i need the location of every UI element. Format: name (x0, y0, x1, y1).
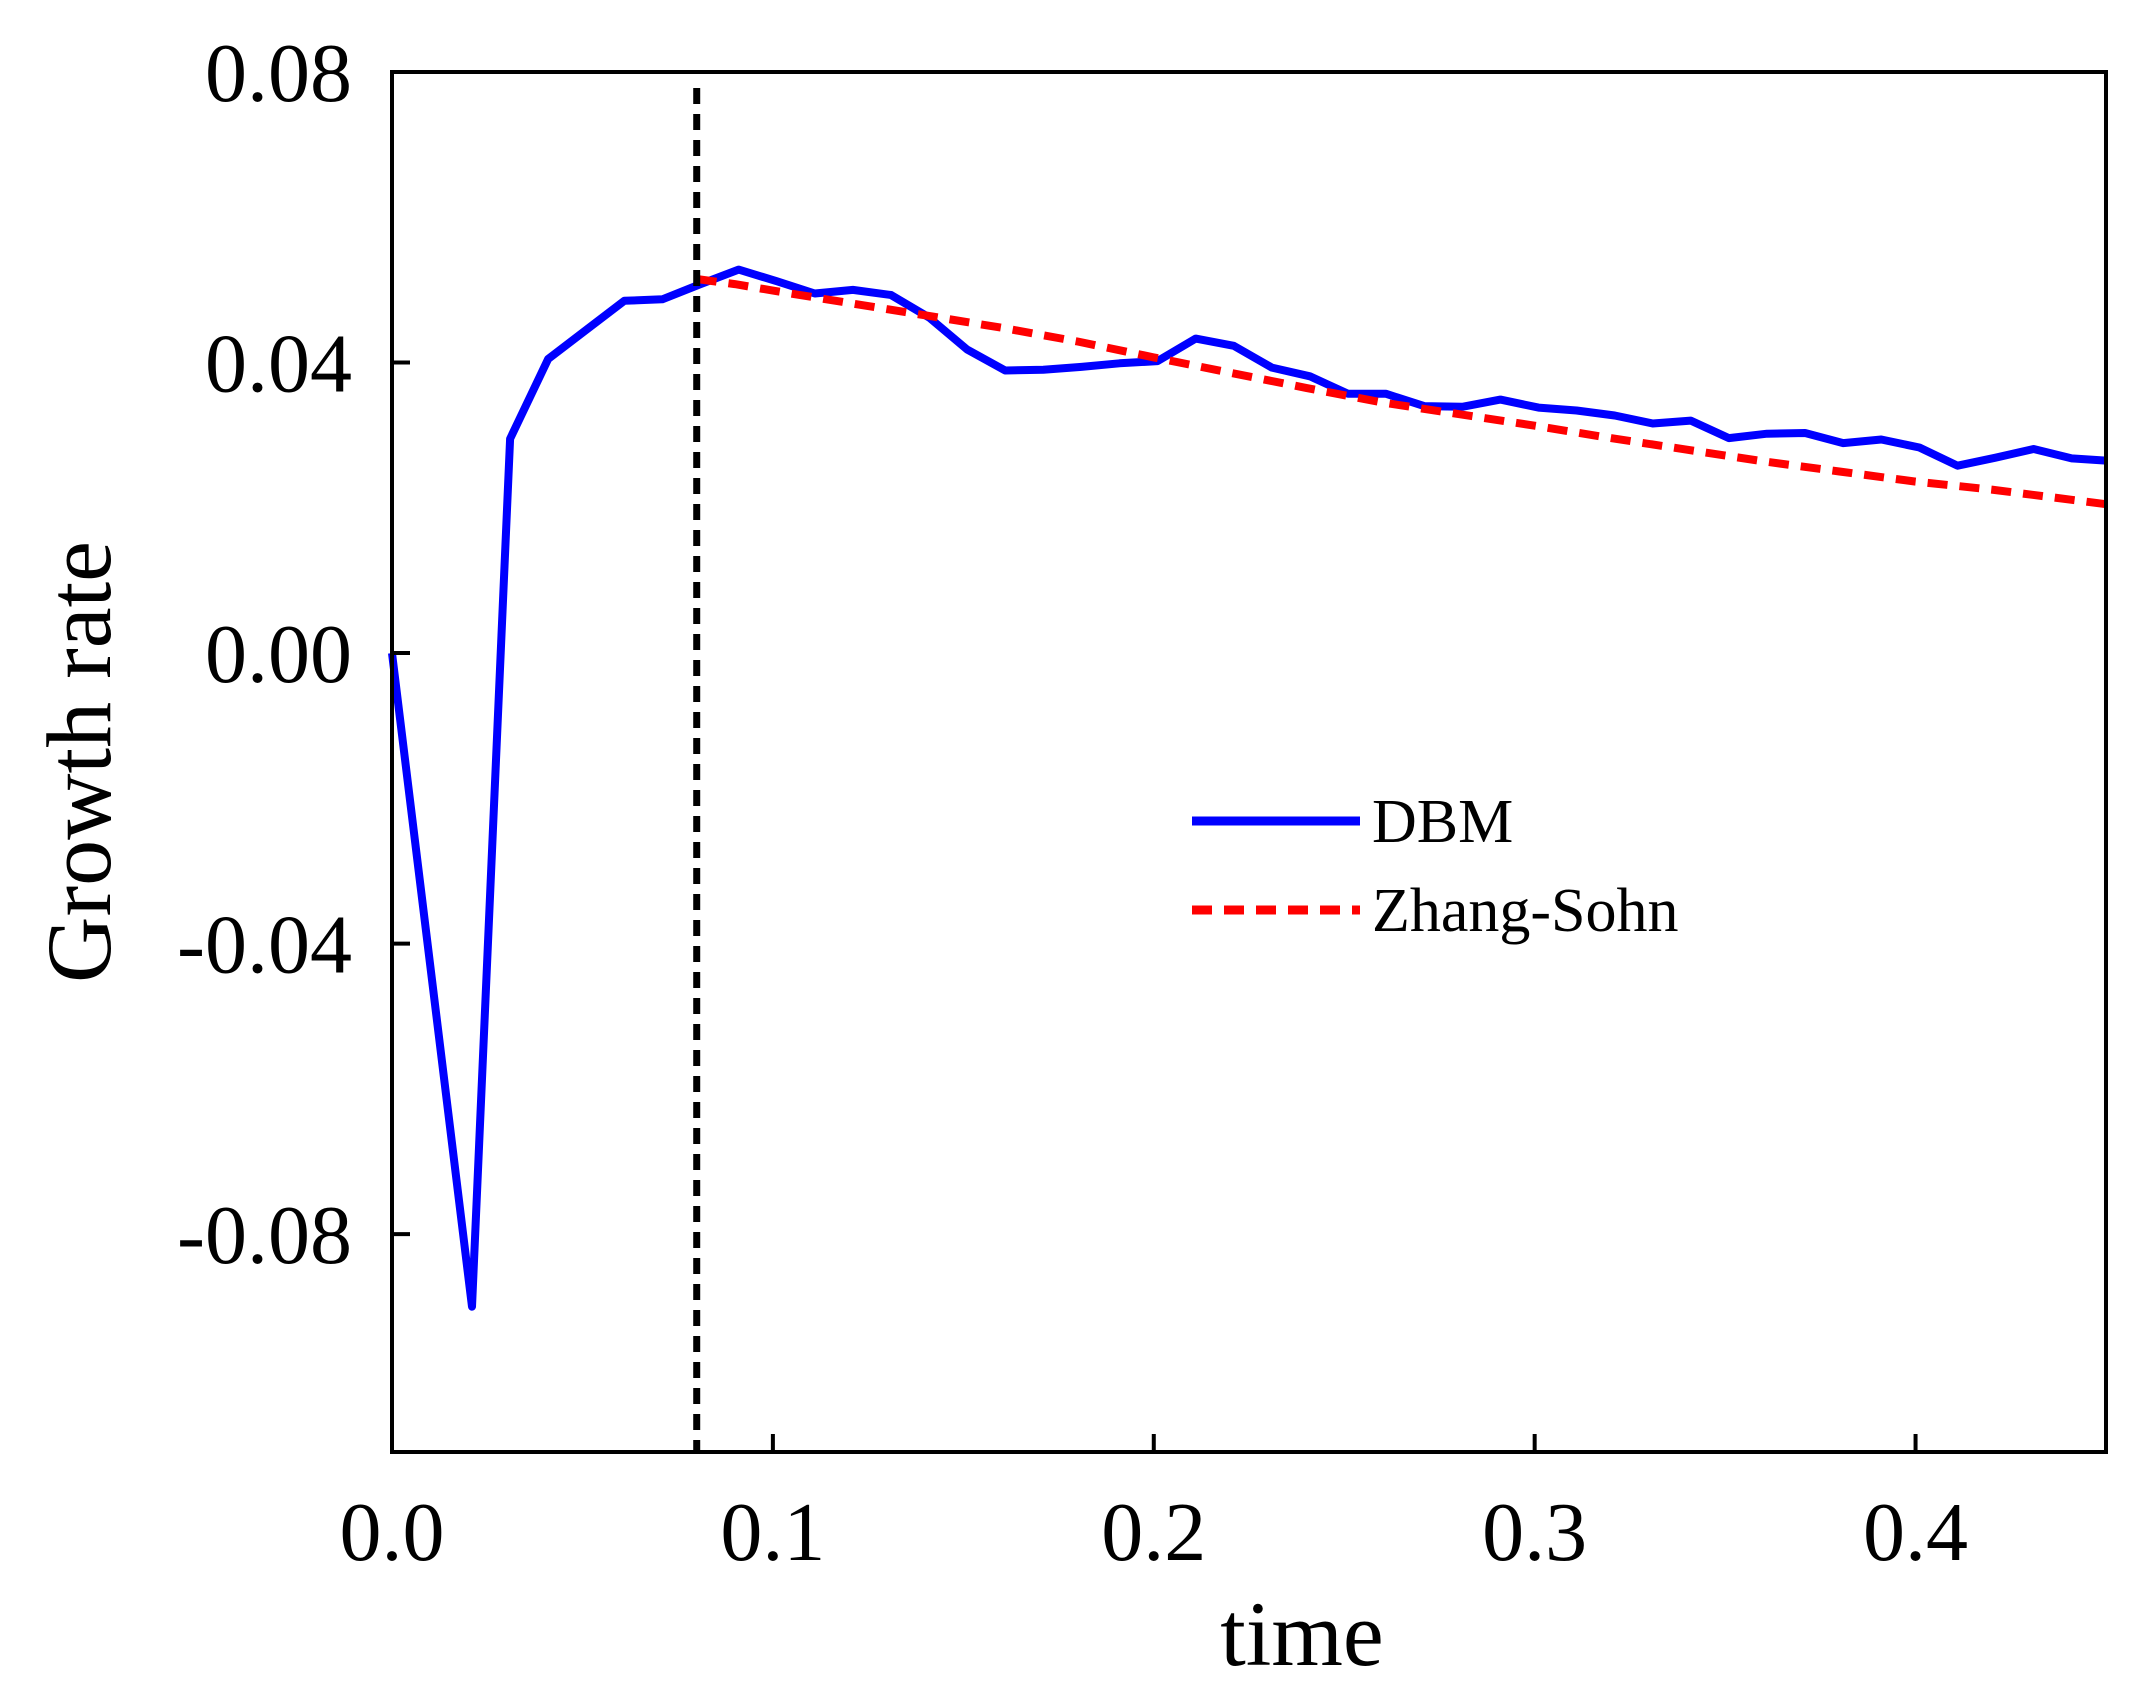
y-tick-label: -0.04 (177, 899, 352, 992)
y-axis-title: Growth rate (28, 541, 130, 983)
legend-label-dbm: DBM (1372, 788, 1513, 856)
x-tick-label: 0.1 (720, 1486, 825, 1579)
plot-frame (390, 70, 2108, 1454)
x-axis-title: time (1220, 1583, 1384, 1685)
ticks-layer: 0.0 0.1 0.2 0.3 0.4 0.08 0.04 0.00 -0.04 -0.08 (177, 27, 1968, 1579)
y-tick-label: 0.08 (205, 27, 352, 120)
x-tick-label: 0.2 (1101, 1486, 1206, 1579)
y-tick-label: -0.08 (177, 1189, 352, 1282)
y-tick-label: 0.04 (205, 318, 352, 411)
series-layer (388, 265, 2107, 1311)
x-tick-label: 0.4 (1863, 1486, 1968, 1579)
x-tick-label: 0.0 (340, 1486, 445, 1579)
x-tick-label: 0.3 (1482, 1486, 1587, 1579)
legend: DBM Zhang-Sohn (1192, 788, 1679, 945)
legend-label-zhang-sohn: Zhang-Sohn (1372, 877, 1679, 945)
series-line-zhang-sohn (696, 275, 2107, 509)
y-tick-label: 0.00 (205, 608, 352, 701)
